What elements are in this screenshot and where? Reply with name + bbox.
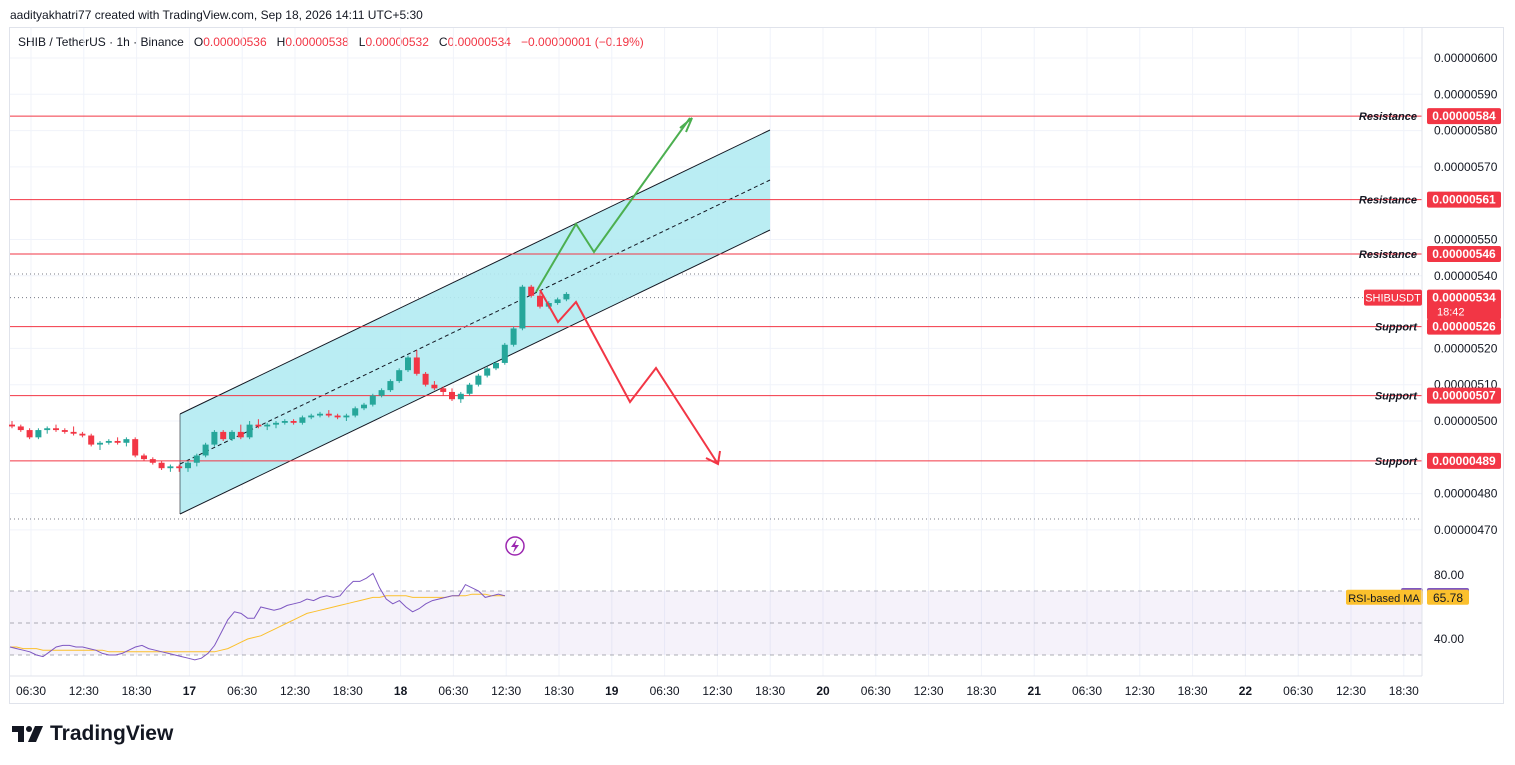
ohlc-legend: SHIB / TetherUS · 1h · Binance O0.000005… [18, 35, 644, 49]
open-value: 0.00000536 [203, 35, 267, 49]
symbol-title[interactable]: SHIB / TetherUS · 1h · Binance [18, 35, 184, 49]
change-value: −0.00000001 (−0.19%) [521, 35, 644, 49]
tradingview-logo: TradingView [12, 722, 173, 746]
high-label: H [276, 35, 286, 49]
brand-name: TradingView [50, 722, 174, 745]
low-value: 0.00000532 [365, 35, 429, 49]
tradingview-icon [12, 726, 43, 742]
open-label: O [193, 35, 204, 49]
close-label: C [438, 35, 448, 49]
low-label: L [358, 35, 366, 49]
high-value: 0.00000538 [285, 35, 349, 49]
close-value: 0.00000534 [447, 35, 511, 49]
chart-credit: aadityakhatri77 created with TradingView… [10, 8, 423, 22]
chart-frame [9, 27, 1504, 704]
